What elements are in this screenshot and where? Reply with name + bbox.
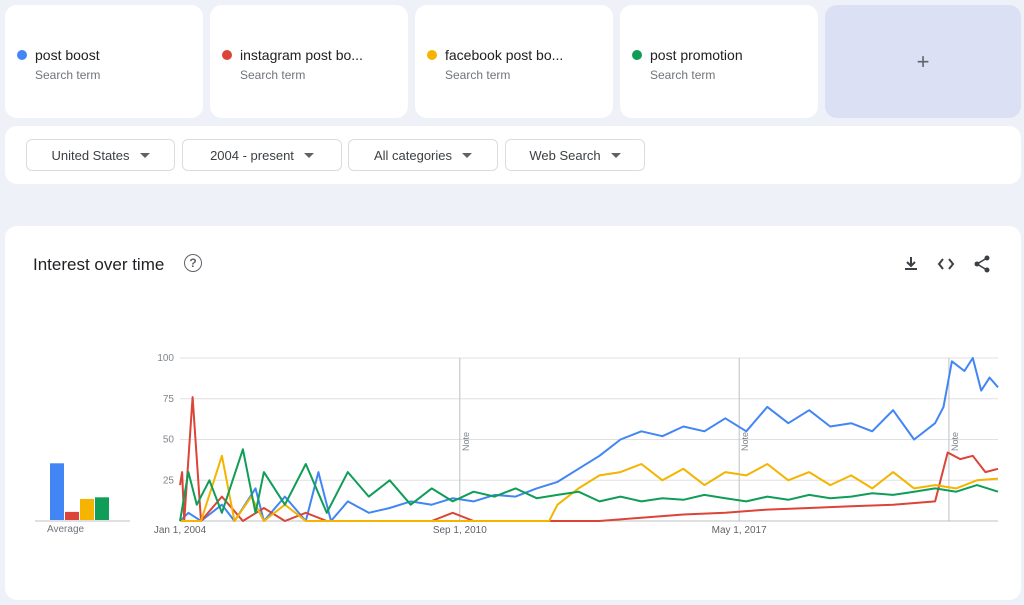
- filter-bar: United States 2004 - present All categor…: [5, 126, 1021, 184]
- series-color-dot: [17, 50, 27, 60]
- average-bars: [35, 463, 130, 522]
- help-icon[interactable]: ?: [184, 254, 202, 272]
- y-tick-label: 75: [163, 394, 175, 405]
- series-color-dot: [427, 50, 437, 60]
- term-type-label: Search term: [650, 68, 716, 82]
- y-tick-label: 100: [157, 353, 174, 364]
- average-bar: [80, 498, 94, 520]
- time-range-value: 2004 - present: [210, 147, 294, 163]
- dropdown-arrow-icon: [610, 152, 621, 158]
- dropdown-arrow-icon: [303, 152, 314, 158]
- term-name: instagram post bo...: [240, 47, 363, 63]
- series-color-dot: [222, 50, 232, 60]
- embed-code-icon[interactable]: [936, 254, 956, 274]
- term-type-label: Search term: [240, 68, 306, 82]
- interest-line-chart: 100 75 50 25 Note Note Note Jan 1, 2004 Sep 1, 2…: [154, 353, 999, 536]
- term-card-instagram-post-boost[interactable]: instagram post bo... Search term: [210, 5, 408, 118]
- term-name: facebook post bo...: [445, 47, 564, 63]
- average-bar: [65, 511, 79, 520]
- average-label: Average: [47, 524, 85, 535]
- region-value: United States: [51, 147, 130, 163]
- term-name: post promotion: [650, 47, 743, 63]
- series-color-dot: [632, 50, 642, 60]
- term-card-facebook-post-boost[interactable]: facebook post bo... Search term: [415, 5, 613, 118]
- region-dropdown[interactable]: United States: [26, 139, 175, 171]
- dropdown-arrow-icon: [462, 152, 473, 158]
- y-tick-label: 50: [163, 435, 175, 446]
- x-tick-label: Sep 1, 2010: [433, 525, 487, 536]
- term-type-label: Search term: [445, 68, 511, 82]
- download-icon[interactable]: [901, 254, 921, 274]
- average-bar: [95, 497, 109, 520]
- term-card-post-promotion[interactable]: post promotion Search term: [620, 5, 818, 118]
- term-type-label: Search term: [35, 68, 101, 82]
- share-icon[interactable]: [972, 254, 992, 274]
- plus-icon: +: [916, 48, 930, 74]
- chart-title: Interest over time: [33, 255, 165, 274]
- note-label: Note: [950, 432, 960, 451]
- series-line: [180, 454, 999, 522]
- x-tick-label: Jan 1, 2004: [154, 525, 207, 536]
- average-bar: [50, 463, 64, 520]
- dropdown-arrow-icon: [139, 152, 150, 158]
- term-name: post boost: [35, 47, 100, 63]
- search-type-value: Web Search: [529, 147, 601, 163]
- category-value: All categories: [373, 147, 453, 163]
- y-tick-label: 25: [163, 475, 175, 486]
- interest-over-time-card: Interest over time ? Average 100 75 50 25 No…: [5, 226, 1021, 600]
- term-card-post-boost[interactable]: post boost Search term: [5, 5, 203, 118]
- search-type-dropdown[interactable]: Web Search: [505, 139, 645, 171]
- time-range-dropdown[interactable]: 2004 - present: [182, 139, 342, 171]
- series-line: [179, 396, 999, 522]
- x-tick-label: May 1, 2017: [712, 525, 767, 536]
- series-line: [179, 357, 999, 522]
- category-dropdown[interactable]: All categories: [348, 139, 498, 171]
- series-line: [179, 448, 999, 522]
- add-comparison-button[interactable]: +: [825, 5, 1021, 118]
- note-label: Note: [740, 432, 750, 451]
- note-label: Note: [461, 432, 471, 451]
